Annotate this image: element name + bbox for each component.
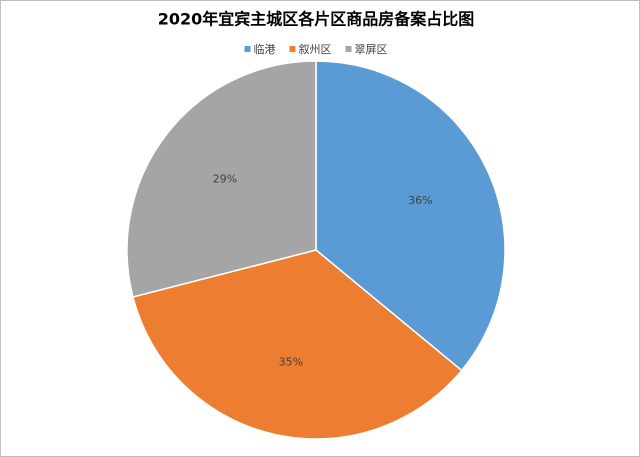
data-label: 35% (279, 356, 303, 369)
legend-label: 翠屏区 (355, 43, 388, 56)
legend: 临港 叙州区 翠屏区 (244, 42, 388, 56)
legend-label: 叙州区 (299, 42, 332, 56)
chart-title: 2020年宜宾主城区各片区商品房备案占比图 (158, 10, 475, 29)
data-label: 29% (213, 172, 237, 185)
pie-slice (315, 60, 506, 372)
legend-marker (345, 46, 352, 52)
legend-label: 临港 (254, 42, 276, 56)
pie-slice (126, 60, 317, 298)
legend-marker (289, 46, 296, 52)
legend-marker (244, 46, 251, 52)
data-label: 36% (408, 194, 432, 207)
pie-slice (132, 249, 463, 440)
